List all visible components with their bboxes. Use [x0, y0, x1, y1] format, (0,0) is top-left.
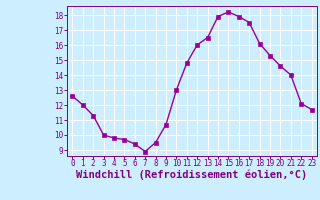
X-axis label: Windchill (Refroidissement éolien,°C): Windchill (Refroidissement éolien,°C)	[76, 169, 308, 180]
